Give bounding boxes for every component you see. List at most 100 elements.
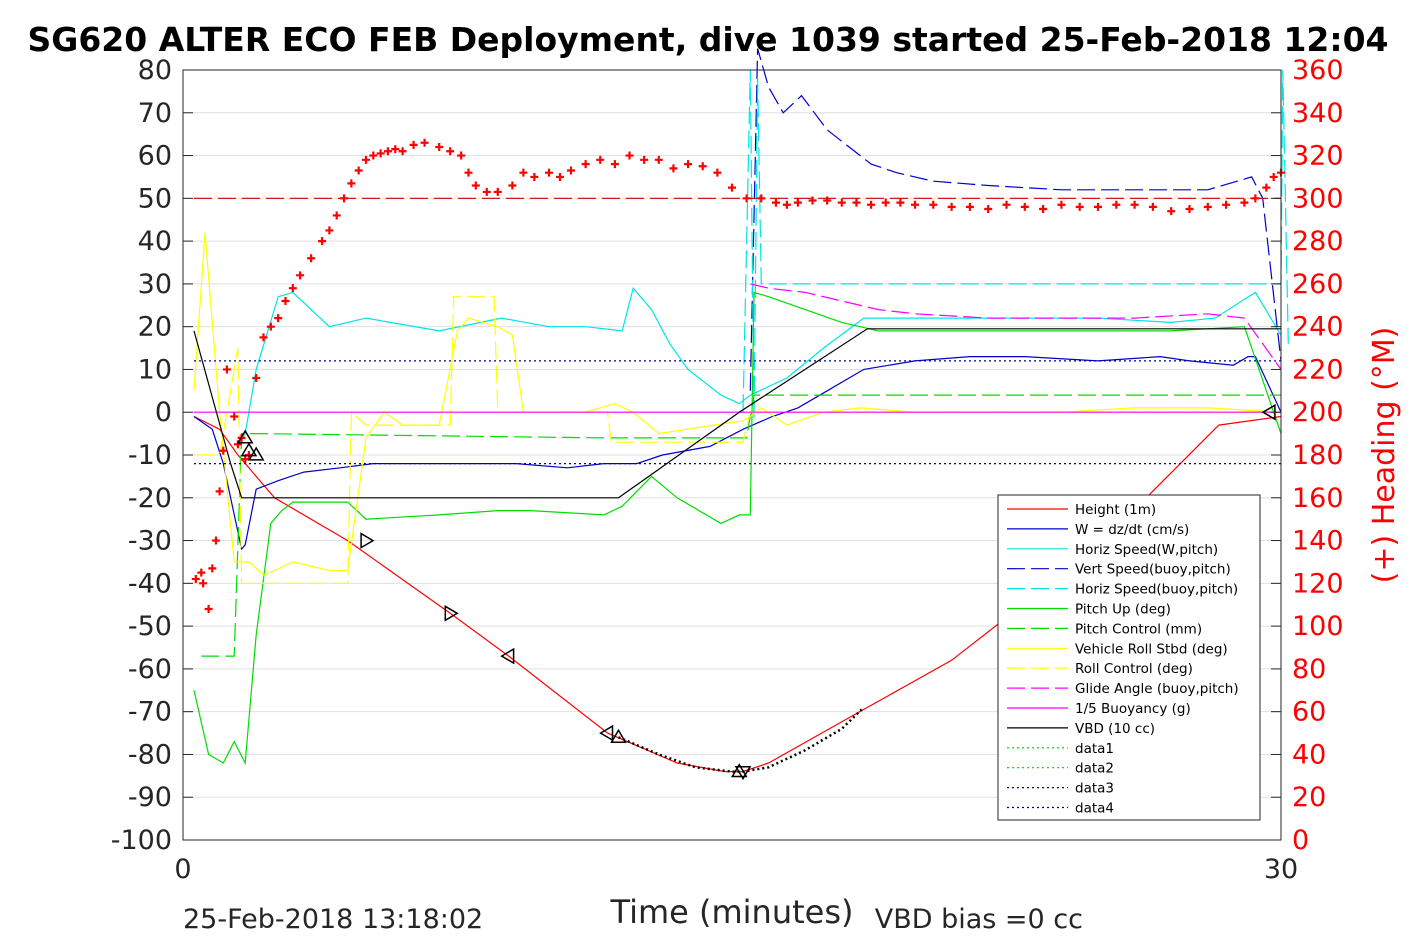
y-tick-label: 50: [138, 183, 172, 214]
heading-point: [288, 284, 297, 293]
heading-point: [281, 297, 290, 305]
heading-point: [383, 147, 392, 156]
heading-point: [640, 155, 649, 164]
heading-point: [1057, 200, 1066, 209]
y-tick-label: 0: [155, 397, 172, 428]
heading-point: [742, 194, 751, 203]
heading-point: [610, 160, 619, 169]
series-line-roll-control-deg: [197, 296, 1281, 584]
heading-point: [347, 179, 356, 188]
heading-point: [566, 166, 575, 175]
heading-point: [545, 168, 553, 177]
y-tick-label-right: 160: [1292, 483, 1344, 514]
y-tick-label-right: 180: [1292, 440, 1344, 471]
y-tick-label: -80: [128, 739, 172, 770]
y-tick-label: -10: [128, 440, 172, 471]
heading-point: [837, 198, 846, 207]
legend-label: Glide Angle (buoy,pitch): [1075, 681, 1239, 697]
heading-point: [215, 487, 224, 496]
heading-point: [625, 151, 634, 160]
heading-point: [464, 168, 473, 177]
legend-label: VBD (10 cc): [1075, 721, 1155, 737]
heading-point: [340, 194, 349, 203]
y-tick-label: 80: [138, 55, 172, 86]
heading-point: [1130, 200, 1139, 209]
heading-point: [219, 446, 228, 455]
triangle-marker: [247, 446, 265, 461]
heading-point: [1262, 183, 1271, 192]
y-tick-label: -70: [128, 697, 172, 728]
x-axis-label: Time (minutes): [610, 893, 854, 931]
y-tick-label-right: 220: [1292, 354, 1344, 385]
sample-dots-segment: [618, 706, 865, 773]
triangle-marker: [610, 728, 627, 743]
triangle-marker: [236, 429, 254, 444]
heading-point: [852, 198, 861, 207]
heading-point: [230, 412, 239, 421]
heading-point: [296, 271, 305, 280]
heading-point: [757, 194, 766, 203]
heading-point: [398, 147, 407, 156]
y-tick-label-right: 120: [1292, 568, 1344, 599]
heading-point: [204, 605, 213, 613]
heading-point: [654, 155, 663, 164]
heading-point: [362, 155, 370, 164]
heading-point: [325, 226, 334, 235]
series-line-horiz-speed-buoy-pitch: [742, 69, 1289, 421]
heading-point: [867, 200, 876, 209]
x-tick-label: 0: [174, 854, 191, 885]
heading-point: [947, 202, 956, 211]
y-tick-label-right: 100: [1292, 611, 1344, 642]
y-tick-label-right: 140: [1292, 526, 1344, 557]
heading-point: [1075, 202, 1084, 211]
legend-label: Horiz Speed(buoy,pitch): [1075, 582, 1238, 598]
chart-title: SG620 ALTER ECO FEB Deployment, dive 103…: [27, 20, 1388, 59]
heading-point: [420, 138, 429, 147]
footer-timestamp: 25-Feb-2018 13:18:02: [183, 904, 483, 935]
marker-layer: [236, 403, 1276, 781]
heading-point: [596, 155, 605, 164]
heading-point: [266, 322, 275, 331]
heading-point: [208, 564, 217, 573]
heading-point: [519, 168, 528, 177]
y-tick-label-right: 320: [1292, 141, 1344, 172]
heading-point: [1094, 202, 1102, 211]
heading-point: [391, 145, 400, 154]
heading-point: [1240, 198, 1249, 207]
triangle-marker: [444, 604, 459, 622]
heading-point: [252, 374, 261, 382]
heading-point: [669, 164, 678, 173]
heading-point: [1020, 202, 1029, 211]
heading-point: [911, 200, 919, 209]
legend-label: data2: [1075, 761, 1114, 777]
heading-point: [1167, 207, 1176, 216]
y-tick-label-right: 300: [1292, 183, 1344, 214]
y-tick-label: -20: [128, 483, 172, 514]
legend-label: Roll Control (deg): [1075, 661, 1193, 677]
legend-items: Height (1m) W = dz/dt (cm/s) Horiz Speed(W…: [1007, 502, 1239, 817]
y-tick-label-right: 60: [1292, 697, 1326, 728]
heading-point: [274, 314, 283, 323]
heading-point: [191, 575, 200, 584]
heading-point: [332, 211, 341, 220]
heading-point: [698, 162, 707, 171]
y-tick-label: 60: [138, 141, 172, 172]
heading-point: [233, 440, 242, 449]
heading-point: [482, 187, 491, 196]
heading-point: [211, 536, 220, 545]
heading-point: [771, 198, 780, 207]
series-line-vbd-10-cc: [193, 328, 1281, 499]
heading-point: [808, 196, 817, 205]
heading-point: [1269, 172, 1278, 181]
heading-point: [728, 183, 736, 192]
heading-point: [1112, 200, 1121, 209]
footer-vbd-bias: VBD bias =0 cc: [875, 904, 1083, 935]
heading-point: [354, 166, 363, 175]
y-tick-label: -30: [128, 526, 172, 557]
heading-point: [1203, 202, 1212, 211]
heading-point: [1039, 205, 1048, 214]
heading-point: [1185, 205, 1194, 214]
triangle-marker: [240, 442, 258, 457]
heading-point: [259, 333, 268, 342]
